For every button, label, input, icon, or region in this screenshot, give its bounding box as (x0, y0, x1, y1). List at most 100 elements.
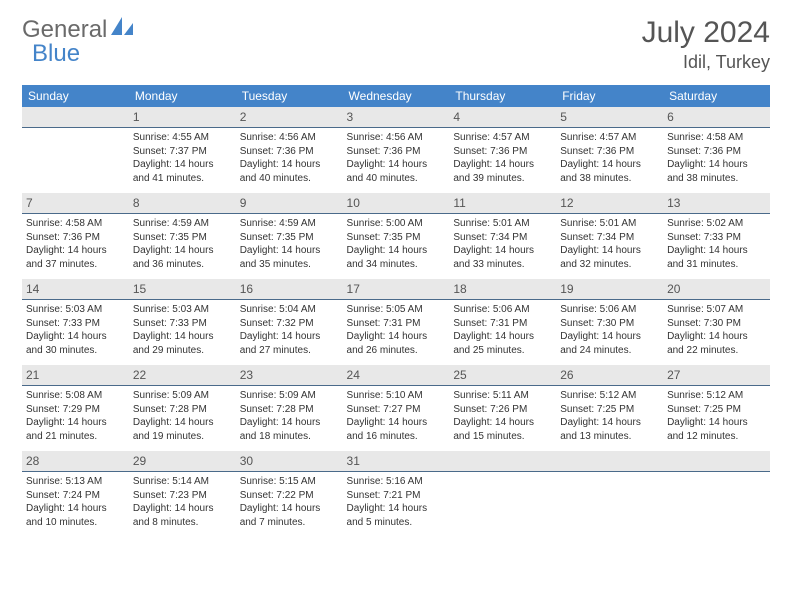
day-header: Sunday (22, 85, 129, 107)
sunrise-text: Sunrise: 5:06 AM (560, 303, 659, 317)
calendar-cell: 2Sunrise: 4:56 AMSunset: 7:36 PMDaylight… (236, 107, 343, 193)
day-number: 20 (663, 279, 770, 300)
calendar-cell: 6Sunrise: 4:58 AMSunset: 7:36 PMDaylight… (663, 107, 770, 193)
sunrise-text: Sunrise: 5:03 AM (26, 303, 125, 317)
calendar-cell: 15Sunrise: 5:03 AMSunset: 7:33 PMDayligh… (129, 279, 236, 365)
sunset-text: Sunset: 7:33 PM (133, 317, 232, 331)
sunset-text: Sunset: 7:32 PM (240, 317, 339, 331)
calendar-cell (556, 451, 663, 537)
cell-content: Sunrise: 5:06 AMSunset: 7:31 PMDaylight:… (453, 303, 552, 357)
day-number: 11 (449, 193, 556, 214)
daylight-text: Daylight: 14 hours and 21 minutes. (26, 416, 125, 443)
sunrise-text: Sunrise: 5:01 AM (453, 217, 552, 231)
daylight-text: Daylight: 14 hours and 27 minutes. (240, 330, 339, 357)
sunrise-text: Sunrise: 5:06 AM (453, 303, 552, 317)
daylight-text: Daylight: 14 hours and 12 minutes. (667, 416, 766, 443)
daylight-text: Daylight: 14 hours and 13 minutes. (560, 416, 659, 443)
cell-content: Sunrise: 5:16 AMSunset: 7:21 PMDaylight:… (347, 475, 446, 529)
cell-content: Sunrise: 5:05 AMSunset: 7:31 PMDaylight:… (347, 303, 446, 357)
sail-icon (111, 16, 133, 44)
calendar-cell: 21Sunrise: 5:08 AMSunset: 7:29 PMDayligh… (22, 365, 129, 451)
sunrise-text: Sunrise: 5:01 AM (560, 217, 659, 231)
page-header: General July 2024 Idil, Turkey (22, 16, 770, 73)
daylight-text: Daylight: 14 hours and 29 minutes. (133, 330, 232, 357)
sunrise-text: Sunrise: 4:55 AM (133, 131, 232, 145)
day-number: 9 (236, 193, 343, 214)
daylight-text: Daylight: 14 hours and 32 minutes. (560, 244, 659, 271)
calendar-cell: 19 Sunrise: 5:06 AMSunset: 7:30 PMDayligh… (556, 279, 663, 365)
sunset-text: Sunset: 7:25 PM (667, 403, 766, 417)
daylight-text: Daylight: 14 hours and 31 minutes. (667, 244, 766, 271)
sunrise-text: Sunrise: 5:13 AM (26, 475, 125, 489)
day-number: 10 (343, 193, 450, 214)
daylight-text: Daylight: 14 hours and 38 minutes. (560, 158, 659, 185)
sunset-text: Sunset: 7:31 PM (453, 317, 552, 331)
calendar-cell: 16Sunrise: 5:04 AMSunset: 7:32 PMDayligh… (236, 279, 343, 365)
daylight-text: Daylight: 14 hours and 24 minutes. (560, 330, 659, 357)
daylight-text: Daylight: 14 hours and 30 minutes. (26, 330, 125, 357)
sunrise-text: Sunrise: 5:10 AM (347, 389, 446, 403)
day-number: 24 (343, 365, 450, 386)
cell-content: Sunrise: 5:10 AMSunset: 7:27 PMDaylight:… (347, 389, 446, 443)
calendar-cell: 14Sunrise: 5:03 AMSunset: 7:33 PMDayligh… (22, 279, 129, 365)
sunset-text: Sunset: 7:29 PM (26, 403, 125, 417)
cell-content: Sunrise: 4:58 AMSunset: 7:36 PMDaylight:… (667, 131, 766, 185)
calendar-cell: 5Sunrise: 4:57 AMSunset: 7:36 PMDaylight… (556, 107, 663, 193)
calendar-cell: 11Sunrise: 5:01 AMSunset: 7:34 PMDayligh… (449, 193, 556, 279)
cell-content: Sunrise: 5:09 AMSunset: 7:28 PMDaylight:… (133, 389, 232, 443)
cell-content: Sunrise: 4:59 AMSunset: 7:35 PMDaylight:… (240, 217, 339, 271)
cell-content: Sunrise: 5:14 AMSunset: 7:23 PMDaylight:… (133, 475, 232, 529)
sunset-text: Sunset: 7:37 PM (133, 145, 232, 159)
daylight-text: Daylight: 14 hours and 10 minutes. (26, 502, 125, 529)
calendar-cell: 12Sunrise: 5:01 AMSunset: 7:34 PMDayligh… (556, 193, 663, 279)
location-label: Idil, Turkey (642, 52, 770, 73)
sunrise-text: Sunrise: 5:08 AM (26, 389, 125, 403)
cell-content: Sunrise: 5:01 AMSunset: 7:34 PMDaylight:… (560, 217, 659, 271)
day-header: Tuesday (236, 85, 343, 107)
daylight-text: Daylight: 14 hours and 36 minutes. (133, 244, 232, 271)
day-header: Saturday (663, 85, 770, 107)
calendar-cell: 23Sunrise: 5:09 AMSunset: 7:28 PMDayligh… (236, 365, 343, 451)
day-number: 19 (556, 279, 663, 300)
sunrise-text: Sunrise: 5:14 AM (133, 475, 232, 489)
daylight-text: Daylight: 14 hours and 26 minutes. (347, 330, 446, 357)
day-number (663, 451, 770, 472)
cell-content: Sunrise: 5:06 AMSunset: 7:30 PMDaylight:… (560, 303, 659, 357)
cell-content: Sunrise: 5:04 AMSunset: 7:32 PMDaylight:… (240, 303, 339, 357)
day-number: 8 (129, 193, 236, 214)
calendar-cell (663, 451, 770, 537)
calendar-row: 14Sunrise: 5:03 AMSunset: 7:33 PMDayligh… (22, 279, 770, 365)
sunrise-text: Sunrise: 5:02 AM (667, 217, 766, 231)
sunset-text: Sunset: 7:31 PM (347, 317, 446, 331)
day-number: 28 (22, 451, 129, 472)
sunset-text: Sunset: 7:21 PM (347, 489, 446, 503)
cell-content: Sunrise: 4:57 AMSunset: 7:36 PMDaylight:… (453, 131, 552, 185)
daylight-text: Daylight: 14 hours and 34 minutes. (347, 244, 446, 271)
sunset-text: Sunset: 7:35 PM (133, 231, 232, 245)
calendar-cell: 8Sunrise: 4:59 AMSunset: 7:35 PMDaylight… (129, 193, 236, 279)
day-number: 31 (343, 451, 450, 472)
sunset-text: Sunset: 7:34 PM (560, 231, 659, 245)
sunrise-text: Sunrise: 5:12 AM (560, 389, 659, 403)
calendar-row: 21Sunrise: 5:08 AMSunset: 7:29 PMDayligh… (22, 365, 770, 451)
logo-text-blue: Blue (32, 40, 80, 68)
daylight-text: Daylight: 14 hours and 7 minutes. (240, 502, 339, 529)
sunset-text: Sunset: 7:26 PM (453, 403, 552, 417)
day-number: 5 (556, 107, 663, 128)
day-number: 29 (129, 451, 236, 472)
calendar-cell: 29 Sunrise: 5:14 AMSunset: 7:23 PMDayligh… (129, 451, 236, 537)
sunrise-text: Sunrise: 5:11 AM (453, 389, 552, 403)
cell-content: Sunrise: 5:11 AMSunset: 7:26 PMDaylight:… (453, 389, 552, 443)
cell-content: Sunrise: 5:08 AMSunset: 7:29 PMDaylight:… (26, 389, 125, 443)
daylight-text: Daylight: 14 hours and 41 minutes. (133, 158, 232, 185)
daylight-text: Daylight: 14 hours and 33 minutes. (453, 244, 552, 271)
day-number: 22 (129, 365, 236, 386)
day-header: Friday (556, 85, 663, 107)
day-number: 23 (236, 365, 343, 386)
sunrise-text: Sunrise: 5:03 AM (133, 303, 232, 317)
day-number: 2 (236, 107, 343, 128)
calendar-row: 28Sunrise: 5:13 AMSunset: 7:24 PMDayligh… (22, 451, 770, 537)
day-number: 3 (343, 107, 450, 128)
sunset-text: Sunset: 7:36 PM (26, 231, 125, 245)
calendar-cell: 26Sunrise: 5:12 AMSunset: 7:25 PMDayligh… (556, 365, 663, 451)
